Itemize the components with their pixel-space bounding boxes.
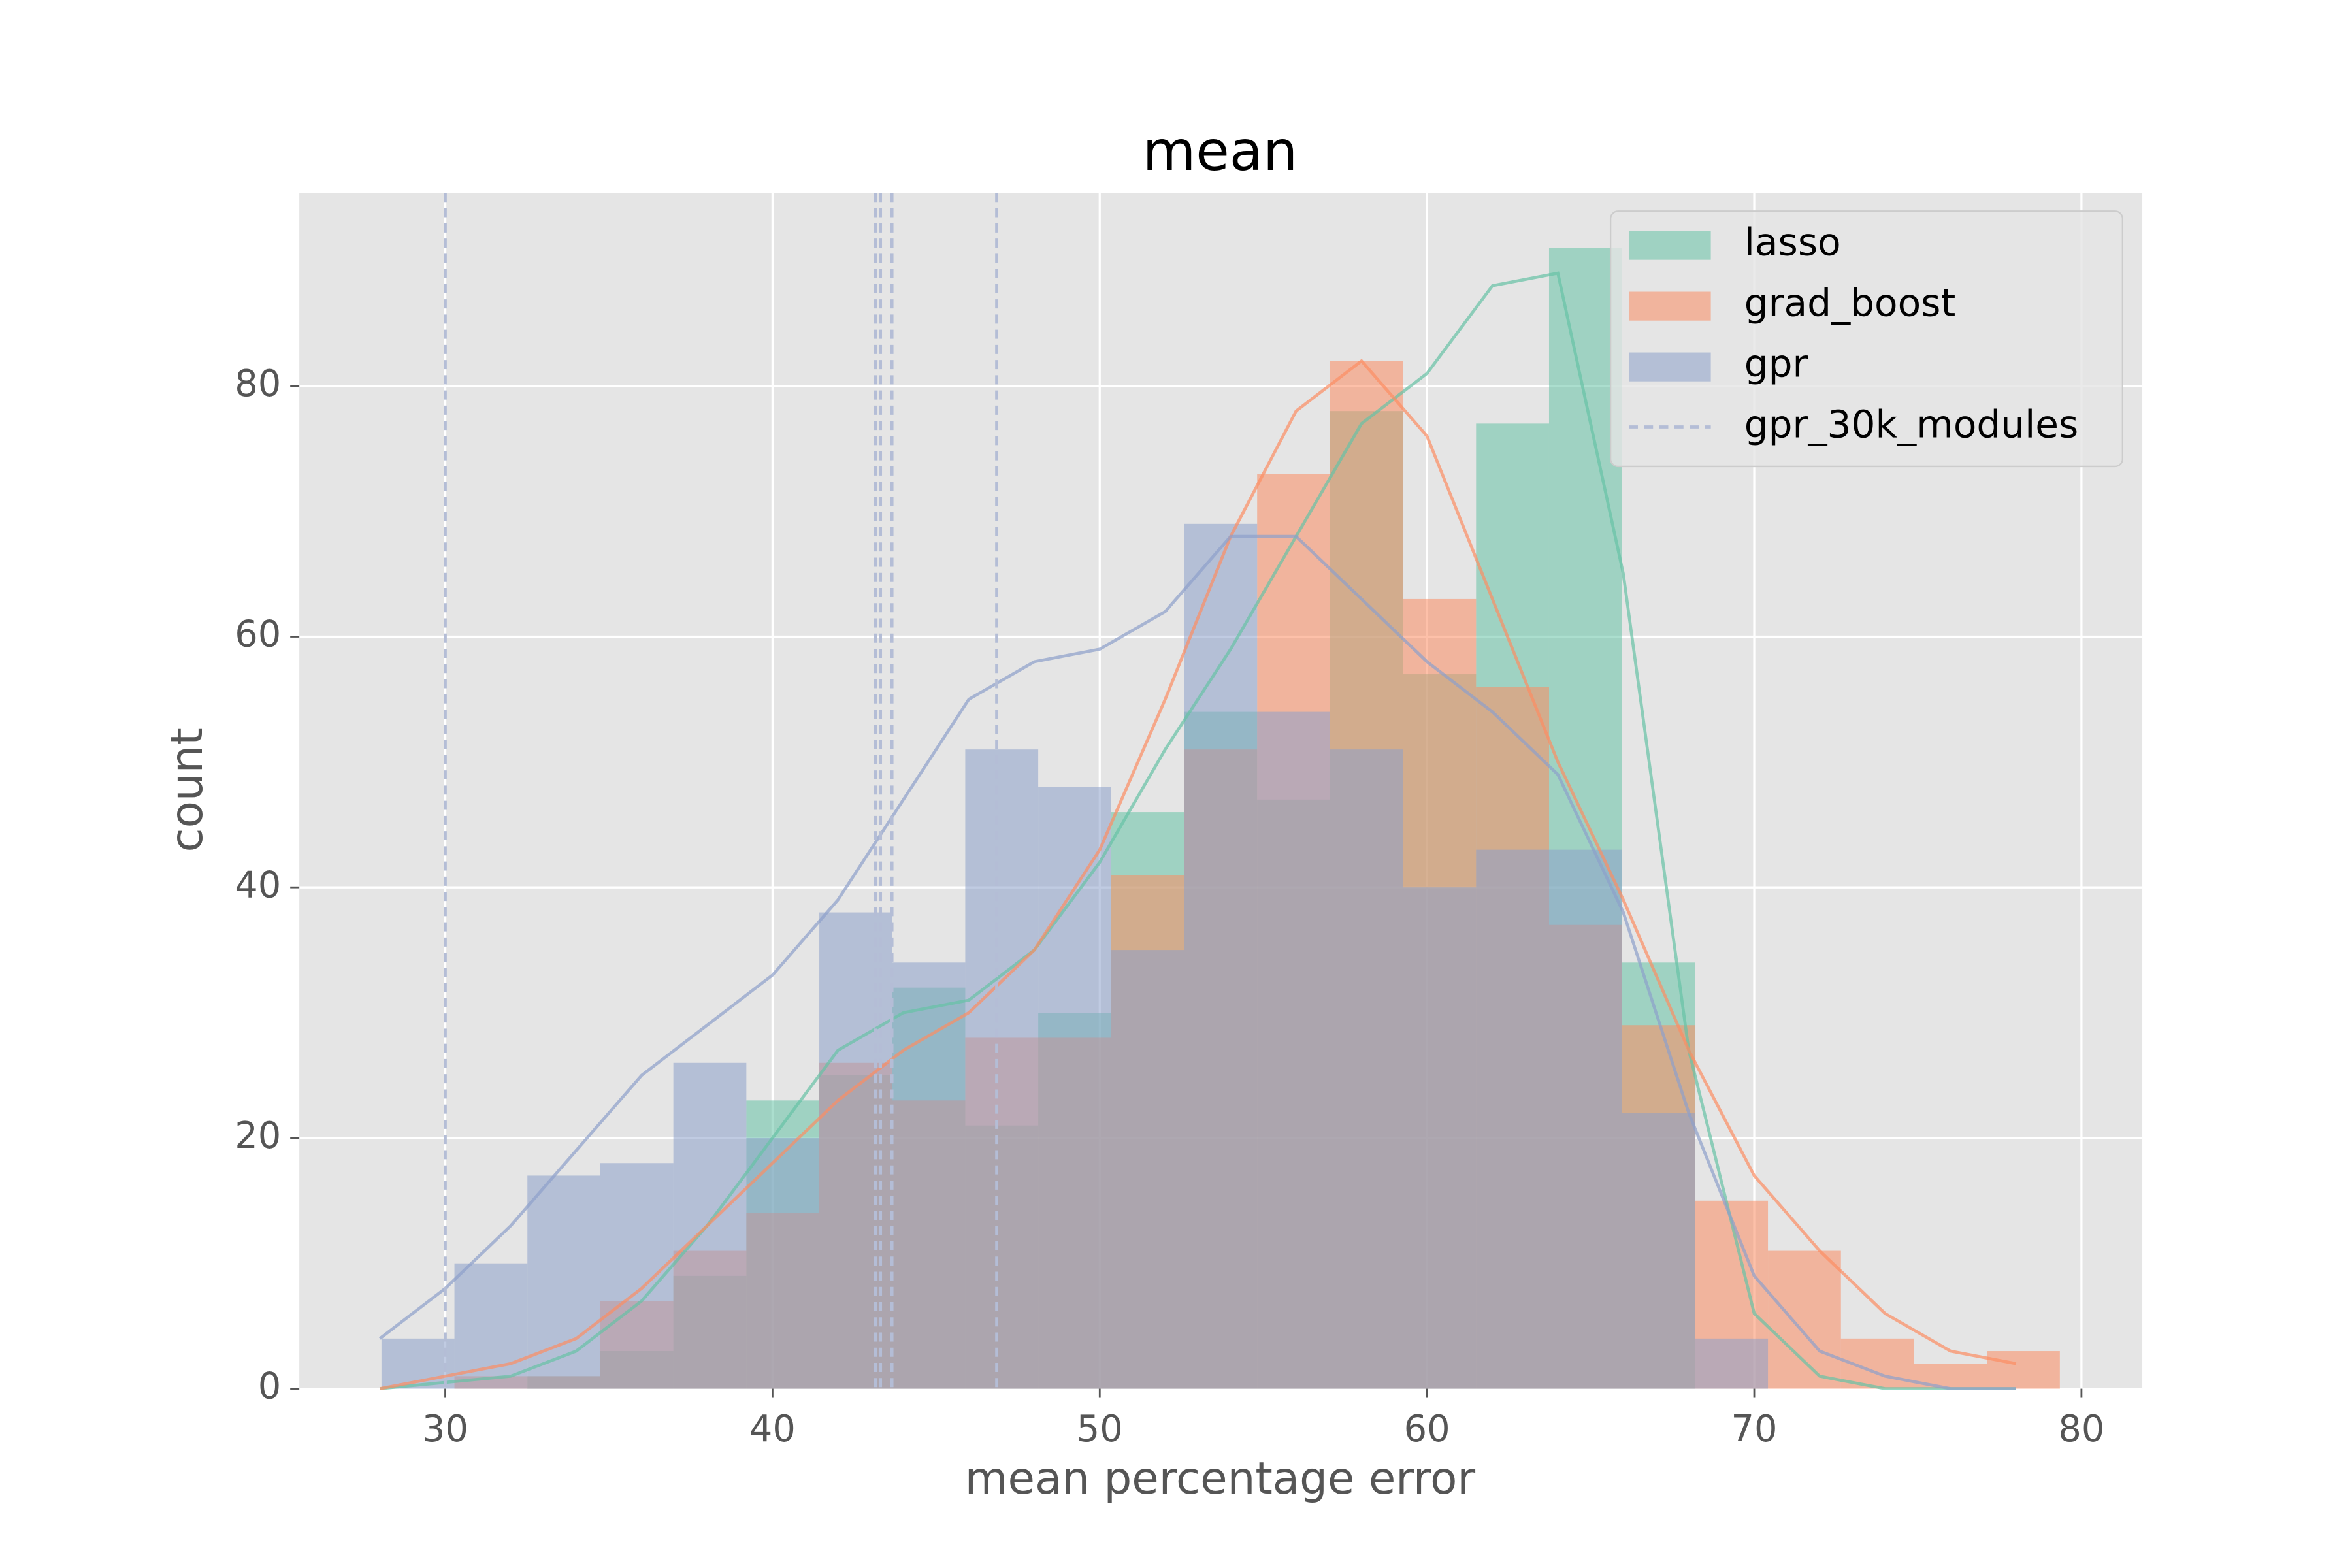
bar [673,1062,747,1389]
y-axis-label: count [161,728,212,852]
bar [1111,950,1184,1389]
bar [1476,849,1549,1389]
legend-swatch [1629,231,1711,260]
x-tick-label: 40 [749,1408,796,1450]
bar [892,962,966,1389]
lines [378,193,2017,1390]
y-tick-label: 80 [235,363,281,405]
chart-title: mean [1143,119,1298,183]
legend-swatch [1629,352,1711,382]
y-tick-label: 0 [258,1365,281,1408]
legend-label: gpr_30k_modules [1744,402,2079,447]
bar [965,749,1039,1389]
bar [1330,749,1403,1389]
x-tick-label: 60 [1404,1408,1450,1450]
labels: 0 20 40 60 80 30 40 50 60 70 80 [235,363,2104,1450]
x-axis-label: mean percentage error [965,1452,1476,1504]
bar [1987,1351,2060,1389]
bars [381,248,2060,1389]
x-tick-label: 80 [2058,1408,2104,1450]
bar [454,1263,528,1389]
kde-line [380,271,2016,1390]
legend-box [1609,210,2124,468]
bar [1038,787,1111,1389]
bar [1403,887,1477,1389]
bar [746,1137,820,1389]
bar [1548,849,1622,1389]
bar [1622,1113,1695,1389]
kde-line [379,359,2017,1390]
legend-swatch [1629,291,1711,321]
y-tick-label: 20 [235,1115,281,1157]
legend-label: grad_boost [1744,281,1955,325]
y-tick-label: 40 [235,864,281,906]
bar [1695,1338,1769,1389]
x-tick-label: 50 [1077,1408,1123,1450]
bar [1257,711,1330,1389]
x-tick-label: 30 [422,1408,468,1450]
y-tick-label: 60 [235,613,281,656]
bar [1184,523,1258,1389]
kde-line [378,534,2016,1390]
legend-label: lasso [1744,220,1841,265]
legend-label: gpr [1744,342,1808,386]
bar [600,1163,674,1389]
x-tick-label: 70 [1731,1408,1778,1450]
bar [1768,1250,1841,1389]
